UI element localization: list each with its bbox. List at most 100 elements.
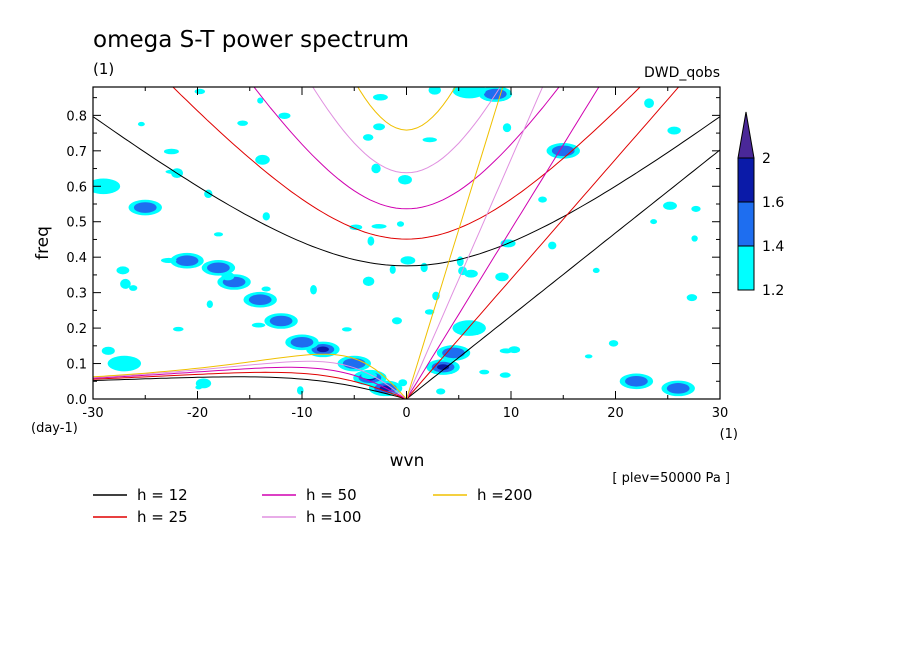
- rossby-wave-line: [93, 376, 407, 399]
- power-speckle: [398, 379, 408, 387]
- power-speckle: [456, 256, 464, 267]
- power-region: [452, 87, 486, 99]
- legend-item: h = 50: [262, 486, 357, 504]
- x-tick-label: 30: [712, 406, 729, 421]
- colorbar-segment: [737, 201, 755, 247]
- dataset-label: DWD_qobs: [644, 65, 720, 81]
- y-tick-label: 0.7: [66, 145, 87, 160]
- power-speckle: [686, 294, 698, 302]
- dispersion-curve-h100: [93, 87, 544, 399]
- power-speckle: [398, 174, 412, 185]
- power-speckle: [592, 267, 600, 274]
- power-region: [436, 345, 471, 361]
- power-speckle: [389, 265, 396, 274]
- power-speckle: [362, 134, 374, 141]
- power-region: [107, 355, 142, 372]
- y-axis-label: freq: [33, 226, 53, 260]
- power-speckle: [116, 266, 130, 275]
- power-speckle: [608, 340, 619, 347]
- x-tick-label: 10: [503, 406, 520, 421]
- x-tick-label: -10: [291, 406, 312, 421]
- level-note: [ plev=50000 Pa ]: [612, 471, 730, 486]
- power-speckle: [237, 120, 248, 126]
- power-speckle: [261, 286, 271, 292]
- inertia-gravity-wave-line: [312, 87, 501, 174]
- power-speckle: [436, 388, 446, 395]
- power-speckle: [691, 235, 698, 242]
- power-region: [661, 380, 695, 397]
- power-region: [93, 178, 121, 195]
- power-contour-level-2: [551, 145, 575, 157]
- power-speckle: [195, 385, 203, 390]
- legend-label: h = 12: [137, 486, 188, 504]
- power-region: [243, 291, 277, 308]
- colorbar: 2 1.6 1.4 1.2: [737, 111, 784, 299]
- power-region: [128, 199, 162, 216]
- power-speckle: [255, 154, 270, 165]
- legend-label: h =100: [306, 508, 361, 526]
- power-speckle: [278, 112, 291, 119]
- power-speckle: [538, 196, 547, 203]
- power-speckle: [499, 372, 511, 378]
- power-speckle: [129, 285, 138, 291]
- power-speckle: [251, 322, 266, 328]
- power-speckle: [644, 98, 654, 109]
- rossby-wave-line: [93, 360, 407, 399]
- x-tick-label: 20: [607, 406, 624, 421]
- power-speckle: [341, 327, 352, 332]
- power-contour-level-3: [437, 364, 450, 370]
- power-contour-level-2: [625, 375, 648, 387]
- power-speckle: [367, 236, 375, 246]
- power-speckle: [221, 271, 235, 281]
- kelvin-wave-line: [406, 87, 600, 399]
- power-contour-level-2: [666, 383, 690, 394]
- power-speckle: [464, 269, 478, 278]
- power-contour-level-1: [452, 87, 486, 99]
- y-tick-label: 0.1: [66, 358, 87, 373]
- x-tick-label: -20: [187, 406, 208, 421]
- power-speckle: [400, 256, 416, 265]
- legend-item: h = 25: [93, 508, 188, 526]
- legend-item: h = 12: [93, 486, 188, 504]
- y-tick-label: 0.3: [66, 287, 87, 302]
- curve-legend: h = 12 h = 25 h = 50 h =100 h =200: [93, 486, 532, 526]
- power-speckle: [663, 201, 677, 210]
- power-contour-level-1: [93, 178, 121, 195]
- power-speckle: [163, 148, 179, 155]
- colorbar-segment: [737, 157, 755, 203]
- inertia-gravity-wave-line: [253, 87, 560, 210]
- axis-ticks: -30 -20 -10 0 10 20 30 0.0 0.1 0.2 0.3 0.4 0.5 0.6 0.7…: [66, 87, 728, 421]
- colorbar-label: 1.6: [762, 195, 784, 211]
- power-speckle: [371, 224, 387, 229]
- plot-area: -30 -20 -10 0 10 20 30 0.0 0.1 0.2 0.3 0.4 0.5 0.6 0.7…: [66, 86, 728, 421]
- power-contour-level-3: [316, 346, 329, 353]
- dispersion-curves: [93, 87, 720, 399]
- power-speckle: [160, 257, 177, 263]
- power-speckle: [548, 241, 557, 250]
- power-speckle: [584, 354, 593, 359]
- power-contour-level-2: [248, 294, 272, 306]
- y-tick-label: 0.2: [66, 322, 87, 337]
- power-speckle: [296, 386, 304, 395]
- power-speckle: [173, 326, 184, 332]
- legend-label: h = 25: [137, 508, 188, 526]
- plot-background: [93, 87, 720, 399]
- chart-subtitle: (1): [93, 60, 114, 78]
- power-speckle: [424, 309, 435, 315]
- colorbar-label: 1.2: [762, 283, 784, 299]
- y-tick-label: 0.5: [66, 216, 87, 231]
- power-region: [452, 320, 486, 336]
- legend-label: h = 50: [306, 486, 357, 504]
- colorbar-segment: [737, 245, 755, 291]
- legend-item: h =100: [262, 508, 361, 526]
- power-contour-level-2: [269, 315, 293, 327]
- power-contour-level-1: [107, 355, 142, 372]
- power-speckle: [257, 97, 264, 104]
- power-speckle: [310, 285, 317, 295]
- power-region: [264, 313, 298, 329]
- power-region: [619, 373, 654, 390]
- power-speckle: [373, 123, 386, 131]
- power-speckle: [101, 346, 115, 355]
- colorbar-label: 2: [762, 151, 771, 167]
